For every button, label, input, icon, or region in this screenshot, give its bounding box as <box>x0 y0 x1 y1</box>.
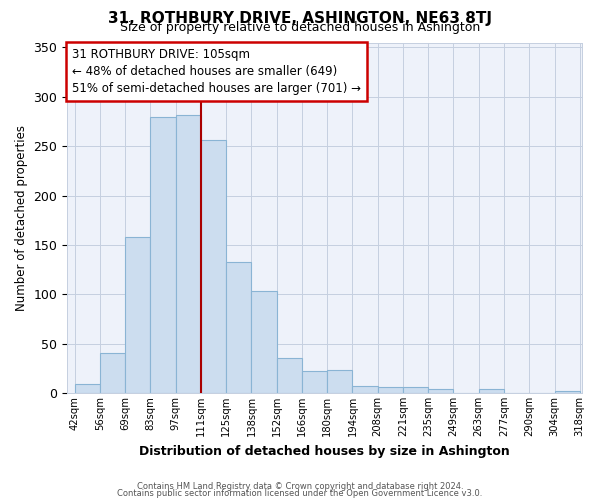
Text: 31 ROTHBURY DRIVE: 105sqm
← 48% of detached houses are smaller (649)
51% of semi: 31 ROTHBURY DRIVE: 105sqm ← 48% of detac… <box>73 48 361 95</box>
Bar <box>479 389 504 393</box>
Bar <box>327 370 352 393</box>
Bar <box>554 391 580 393</box>
Text: Contains HM Land Registry data © Crown copyright and database right 2024.: Contains HM Land Registry data © Crown c… <box>137 482 463 491</box>
Bar <box>428 389 454 393</box>
Bar <box>251 292 277 393</box>
Bar <box>125 237 151 393</box>
Bar <box>226 262 251 393</box>
Bar <box>302 372 327 393</box>
Bar <box>201 140 226 393</box>
Bar <box>176 114 201 393</box>
Text: Contains public sector information licensed under the Open Government Licence v3: Contains public sector information licen… <box>118 489 482 498</box>
Text: Size of property relative to detached houses in Ashington: Size of property relative to detached ho… <box>120 21 480 34</box>
X-axis label: Distribution of detached houses by size in Ashington: Distribution of detached houses by size … <box>139 444 510 458</box>
Bar <box>352 386 378 393</box>
Bar <box>378 387 403 393</box>
Bar <box>75 384 100 393</box>
Bar <box>100 352 125 393</box>
Bar <box>151 116 176 393</box>
Text: 31, ROTHBURY DRIVE, ASHINGTON, NE63 8TJ: 31, ROTHBURY DRIVE, ASHINGTON, NE63 8TJ <box>108 11 492 26</box>
Y-axis label: Number of detached properties: Number of detached properties <box>15 125 28 311</box>
Bar <box>403 387 428 393</box>
Bar <box>277 358 302 393</box>
